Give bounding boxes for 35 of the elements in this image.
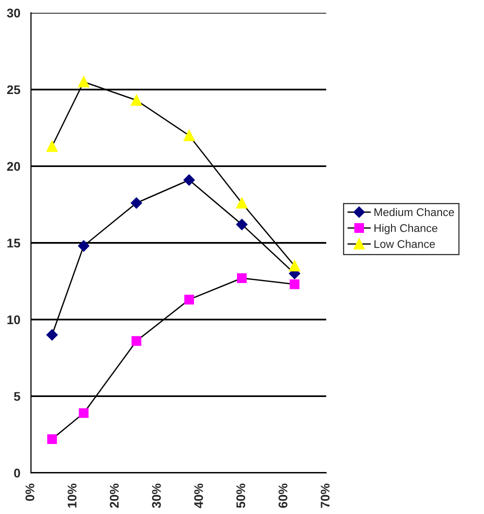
point: [78, 408, 89, 418]
point: [47, 434, 57, 444]
x-tick-label: 60%: [278, 484, 288, 508]
point: [184, 294, 194, 304]
y-tick-label: 20: [7, 162, 20, 171]
point: [184, 174, 195, 186]
point: [78, 76, 90, 88]
point: [46, 140, 58, 152]
x-tick-label: 0%: [25, 484, 34, 501]
point: [236, 218, 248, 230]
point: [237, 273, 247, 283]
legend-label: High Chance: [374, 224, 438, 234]
y-tick-label: 5: [14, 392, 20, 401]
point: [184, 130, 195, 142]
x-tick-label: 20%: [110, 484, 119, 508]
legend-label: Medium Chance: [374, 208, 454, 216]
x-tick-label: 40%: [194, 484, 204, 508]
y-tick-label: 30: [6, 8, 20, 18]
point: [130, 94, 142, 106]
legend-label: Low Chance: [374, 240, 435, 248]
y-tick-label: 10: [7, 315, 20, 324]
y-tick-label: 15: [7, 238, 20, 248]
x-tick-label: 10%: [68, 484, 77, 508]
point: [130, 197, 142, 209]
point: [78, 240, 90, 252]
x-tick-label: 30%: [152, 484, 161, 508]
point: [289, 260, 300, 272]
point: [132, 336, 142, 346]
y-tick-label: 25: [7, 85, 20, 94]
point: [46, 329, 58, 340]
x-tick-label: 50%: [236, 484, 246, 508]
x-tick-label: 70%: [320, 484, 330, 508]
y-tick-label: 0: [14, 468, 20, 478]
point: [236, 197, 248, 209]
point: [290, 279, 300, 290]
